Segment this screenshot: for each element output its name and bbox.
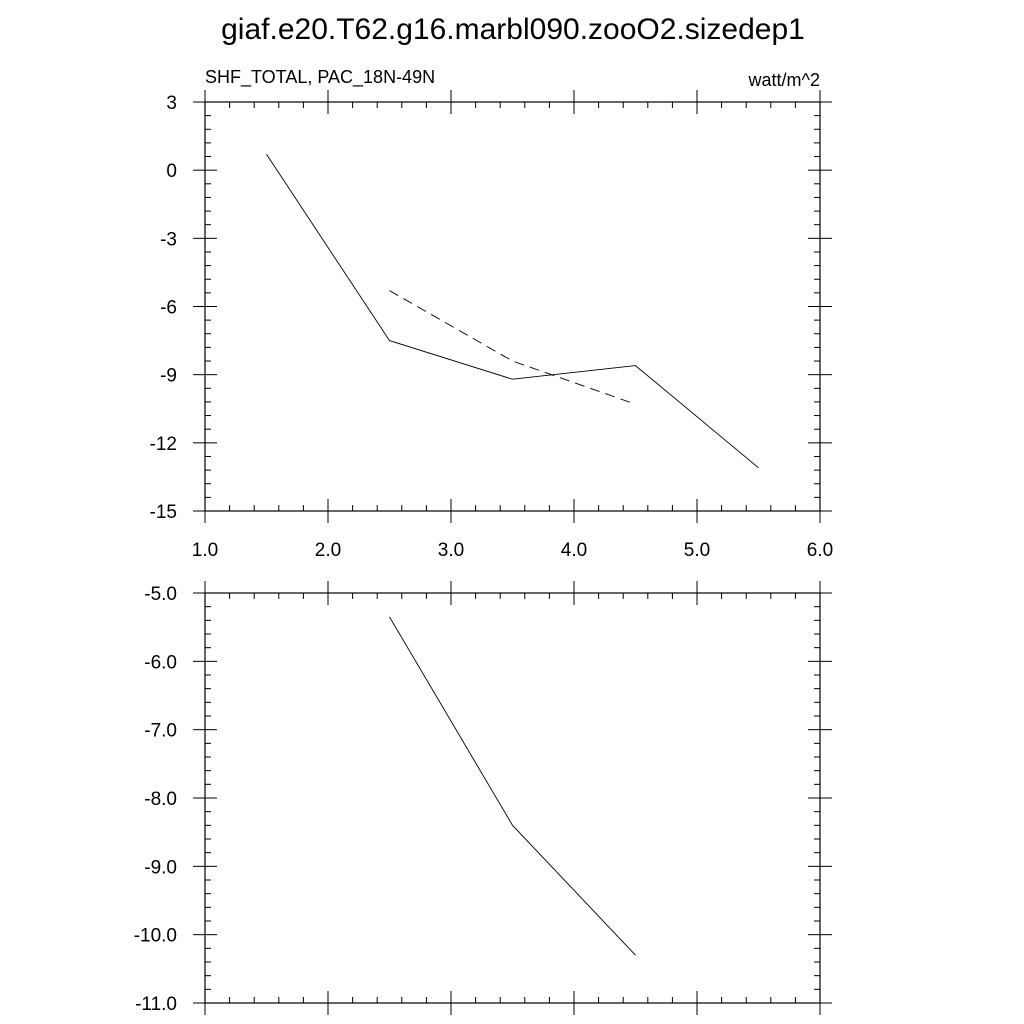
series-group-top xyxy=(266,154,759,469)
y-tick-label: -7.0 xyxy=(144,721,177,742)
y-tick-label: -12 xyxy=(150,434,177,455)
plot-frame-top xyxy=(204,101,821,512)
y-tick-label: -9 xyxy=(160,366,177,387)
series-line-dashed xyxy=(389,290,636,405)
tick-marks-top xyxy=(193,90,832,523)
series-line-solid xyxy=(389,616,636,956)
series-group-bottom xyxy=(389,616,636,956)
chart-left-label: SHF_TOTAL, PAC_18N-49N xyxy=(205,67,435,88)
y-tick-label: -11.0 xyxy=(135,994,177,1015)
chart-panel-bottom: -5.0 -6.0 -7.0 -8.0 -9.0 -10.0 -11.0 xyxy=(134,581,832,1015)
x-tick-label: 1.0 xyxy=(192,540,218,561)
x-tick-labels-top: 1.0 2.0 3.0 4.0 5.0 6.0 xyxy=(192,540,833,561)
series-line-solid xyxy=(266,154,759,469)
x-tick-label: 6.0 xyxy=(807,540,833,561)
plot-frame-bottom xyxy=(204,592,821,1004)
y-tick-label: -6.0 xyxy=(144,652,177,673)
y-tick-label: -8.0 xyxy=(144,789,177,810)
chart-right-label: watt/m^2 xyxy=(748,70,820,90)
y-tick-label: -9.0 xyxy=(144,857,177,878)
x-tick-label: 4.0 xyxy=(561,540,587,561)
y-tick-label: -15 xyxy=(150,502,177,523)
chart-panel-top: SHF_TOTAL, PAC_18N-49N watt/m^2 1.0 2.0 3.… xyxy=(150,67,834,561)
y-tick-label: -3 xyxy=(160,229,177,250)
y-tick-label: -6 xyxy=(160,298,177,319)
tick-marks-bottom xyxy=(193,581,832,1015)
y-tick-label: -10.0 xyxy=(134,926,177,947)
figure-title: giaf.e20.T62.g16.marbl090.zooO2.sizedep1 xyxy=(221,13,805,46)
x-tick-label: 5.0 xyxy=(684,540,710,561)
x-tick-label: 2.0 xyxy=(315,540,341,561)
y-tick-label: -5.0 xyxy=(144,584,177,605)
y-tick-labels-top: 3 0 -3 -6 -9 -12 -15 xyxy=(150,93,177,523)
x-tick-label: 3.0 xyxy=(438,540,464,561)
y-tick-labels-bottom: -5.0 -6.0 -7.0 -8.0 -9.0 -10.0 -11.0 xyxy=(134,584,177,1015)
y-tick-label: 3 xyxy=(166,93,177,114)
y-tick-label: 0 xyxy=(166,161,177,182)
